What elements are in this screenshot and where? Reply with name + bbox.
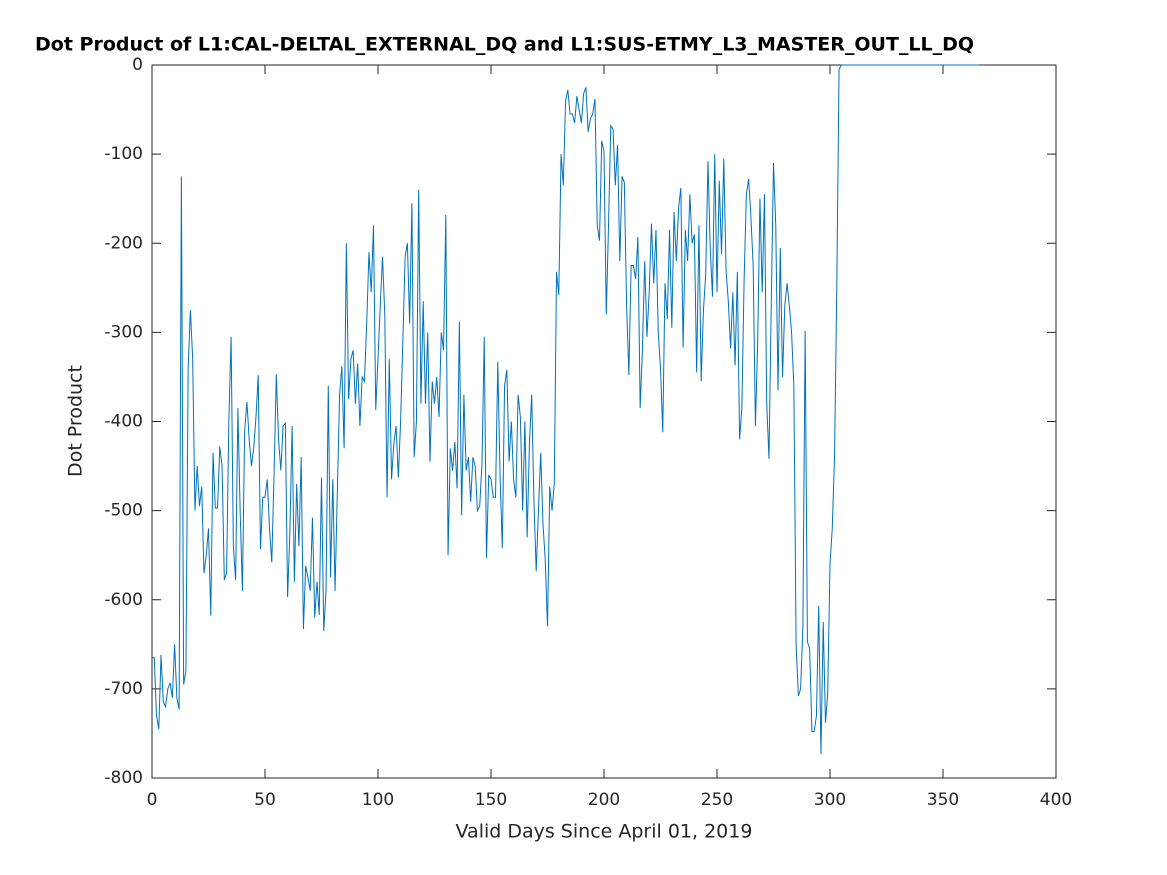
x-tick-label: 250 bbox=[701, 790, 733, 810]
x-axis-label: Valid Days Since April 01, 2019 bbox=[456, 821, 753, 843]
chart-title: Dot Product of L1:CAL-DELTAL_EXTERNAL_DQ… bbox=[35, 34, 974, 56]
y-tick-label: -400 bbox=[104, 412, 143, 432]
y-tick-label: -600 bbox=[104, 590, 143, 610]
y-tick-label: -300 bbox=[104, 322, 143, 342]
x-tick-label: 300 bbox=[814, 790, 846, 810]
x-tick-label: 100 bbox=[362, 790, 394, 810]
y-tick-label: -500 bbox=[104, 501, 143, 521]
y-tick-label: 0 bbox=[132, 55, 143, 75]
x-tick-label: 350 bbox=[927, 790, 959, 810]
x-tick-label: 0 bbox=[147, 790, 158, 810]
x-tick-label: 200 bbox=[588, 790, 620, 810]
y-tick-label: -100 bbox=[104, 144, 143, 164]
y-tick-label: -700 bbox=[104, 679, 143, 699]
y-tick-label: -200 bbox=[104, 233, 143, 253]
data-line bbox=[152, 64, 980, 754]
y-axis-label: Dot Product bbox=[65, 365, 87, 477]
x-tick-label: 400 bbox=[1040, 790, 1072, 810]
x-tick-label: 150 bbox=[475, 790, 507, 810]
x-tick-label: 50 bbox=[254, 790, 276, 810]
y-tick-label: -800 bbox=[104, 768, 143, 788]
